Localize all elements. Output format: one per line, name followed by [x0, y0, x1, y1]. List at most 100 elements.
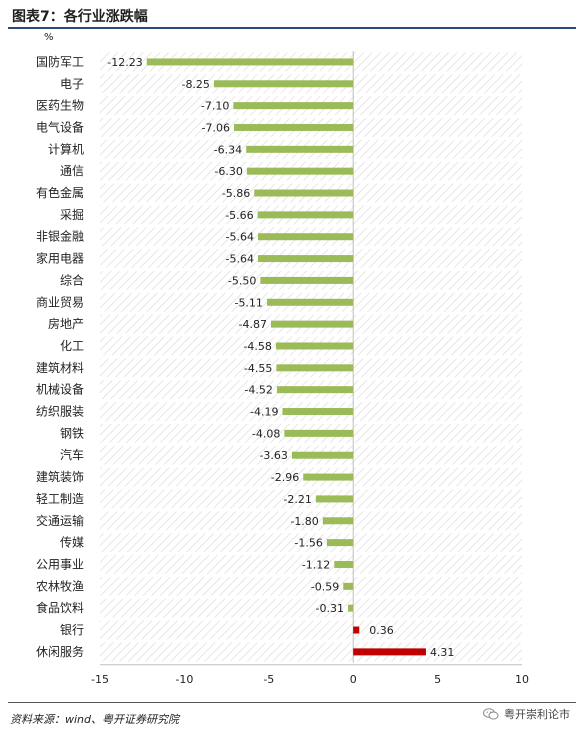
- bar: [282, 408, 354, 416]
- row-band: [100, 642, 522, 662]
- bar: [270, 320, 354, 328]
- x-tick-label: 10: [515, 673, 529, 686]
- x-tick-label: 0: [350, 673, 357, 686]
- bar: [257, 255, 354, 263]
- bar: [291, 451, 354, 459]
- category-label: 房地产: [48, 316, 84, 331]
- bar: [213, 80, 354, 88]
- row-band: [100, 576, 522, 596]
- watermark-text: 粤开崇利论市: [504, 708, 570, 721]
- wechat-icon: [483, 708, 499, 720]
- value-label: -1.12: [302, 558, 330, 571]
- category-label: 采掘: [60, 207, 84, 222]
- category-label: 化工: [60, 339, 84, 353]
- bar: [347, 604, 354, 612]
- value-label: -5.64: [226, 231, 254, 244]
- category-label: 建筑材料: [36, 360, 84, 375]
- bar: [233, 102, 354, 110]
- bar: [315, 495, 354, 503]
- category-label: 家用电器: [36, 251, 84, 266]
- category-label: 传媒: [60, 535, 84, 550]
- category-label: 医药生物: [36, 99, 84, 113]
- value-label: -5.66: [225, 209, 253, 222]
- value-label: 0.36: [369, 624, 394, 637]
- category-label: 非银金融: [36, 229, 84, 244]
- value-label: 4.31: [430, 646, 455, 659]
- bar: [246, 145, 354, 153]
- bar: [257, 211, 354, 219]
- x-tick-label: 5: [434, 673, 441, 686]
- x-tick-label: -10: [175, 673, 193, 686]
- bar: [276, 386, 354, 394]
- bar: [303, 473, 354, 481]
- bar: [353, 648, 426, 656]
- category-label: 建筑装饰: [36, 469, 84, 484]
- value-label: -4.58: [243, 340, 271, 353]
- category-label: 银行: [60, 623, 84, 637]
- chart-title: 图表7：各行业涨跌幅: [12, 9, 148, 25]
- bar: [257, 233, 354, 241]
- row-band: [100, 620, 522, 640]
- value-label: -4.55: [244, 362, 272, 375]
- value-label: -8.25: [181, 78, 209, 91]
- value-label: -5.86: [222, 187, 250, 200]
- category-label: 纺织服装: [36, 405, 84, 419]
- value-label: -7.10: [201, 100, 229, 113]
- value-label: -0.59: [311, 580, 339, 593]
- title-divider: [8, 27, 576, 29]
- bar: [266, 298, 354, 306]
- value-label: -3.63: [259, 449, 287, 462]
- x-tick-label: -5: [263, 673, 274, 686]
- value-label: -4.52: [244, 384, 272, 397]
- watermark: 粤开崇利论市: [483, 706, 570, 722]
- category-label: 轻工制造: [36, 492, 84, 506]
- value-label: -12.23: [107, 56, 142, 69]
- bar: [234, 123, 354, 131]
- value-label: -1.80: [290, 515, 318, 528]
- bar: [322, 517, 354, 525]
- category-label: 计算机: [48, 141, 84, 156]
- category-label: 汽车: [60, 447, 84, 462]
- value-label: -5.64: [226, 253, 254, 266]
- unit-label: %: [44, 32, 54, 43]
- bar: [334, 560, 354, 568]
- category-label: 商业贸易: [36, 294, 84, 309]
- value-label: -1.56: [294, 537, 322, 550]
- x-tick-label: -15: [91, 673, 109, 686]
- bar: [276, 364, 354, 372]
- bar: [284, 429, 354, 437]
- row-band: [100, 598, 522, 618]
- source-note: 资料来源：wind、粤开证券研究院: [10, 713, 180, 726]
- category-label: 钢铁: [60, 426, 84, 440]
- value-label: -4.87: [239, 318, 267, 331]
- row-band: [100, 533, 522, 553]
- bar: [275, 342, 354, 350]
- footer-divider: [8, 702, 576, 703]
- bar: [343, 582, 354, 590]
- category-label: 有色金属: [36, 185, 84, 200]
- bar: [260, 276, 354, 284]
- value-label: -0.31: [315, 602, 343, 615]
- bar: [353, 626, 360, 634]
- category-label: 电气设备: [36, 119, 84, 134]
- row-band: [100, 555, 522, 574]
- category-label: 通信: [60, 164, 84, 178]
- category-label: 农林牧渔: [36, 579, 84, 593]
- value-label: -2.21: [283, 493, 311, 506]
- value-label: -4.08: [252, 427, 280, 440]
- category-label: 食品饮料: [36, 600, 84, 615]
- bar: [246, 167, 354, 175]
- value-label: -5.11: [234, 296, 262, 309]
- category-label: 机械设备: [36, 382, 84, 397]
- value-label: -5.50: [228, 274, 256, 287]
- category-label: 国防军工: [36, 54, 84, 69]
- row-band: [100, 489, 522, 509]
- value-label: -2.96: [271, 471, 299, 484]
- industry-returns-chart: 国防军工 -12.23 电子 -8.25 医药生物 -7.10 电气设备 -7.06 计算机 -6…: [36, 51, 529, 686]
- category-label: 综合: [60, 272, 84, 287]
- category-label: 公用事业: [36, 557, 84, 571]
- bar: [146, 58, 354, 66]
- value-label: -4.19: [250, 406, 278, 419]
- value-label: -6.34: [214, 143, 242, 156]
- bar: [326, 539, 354, 547]
